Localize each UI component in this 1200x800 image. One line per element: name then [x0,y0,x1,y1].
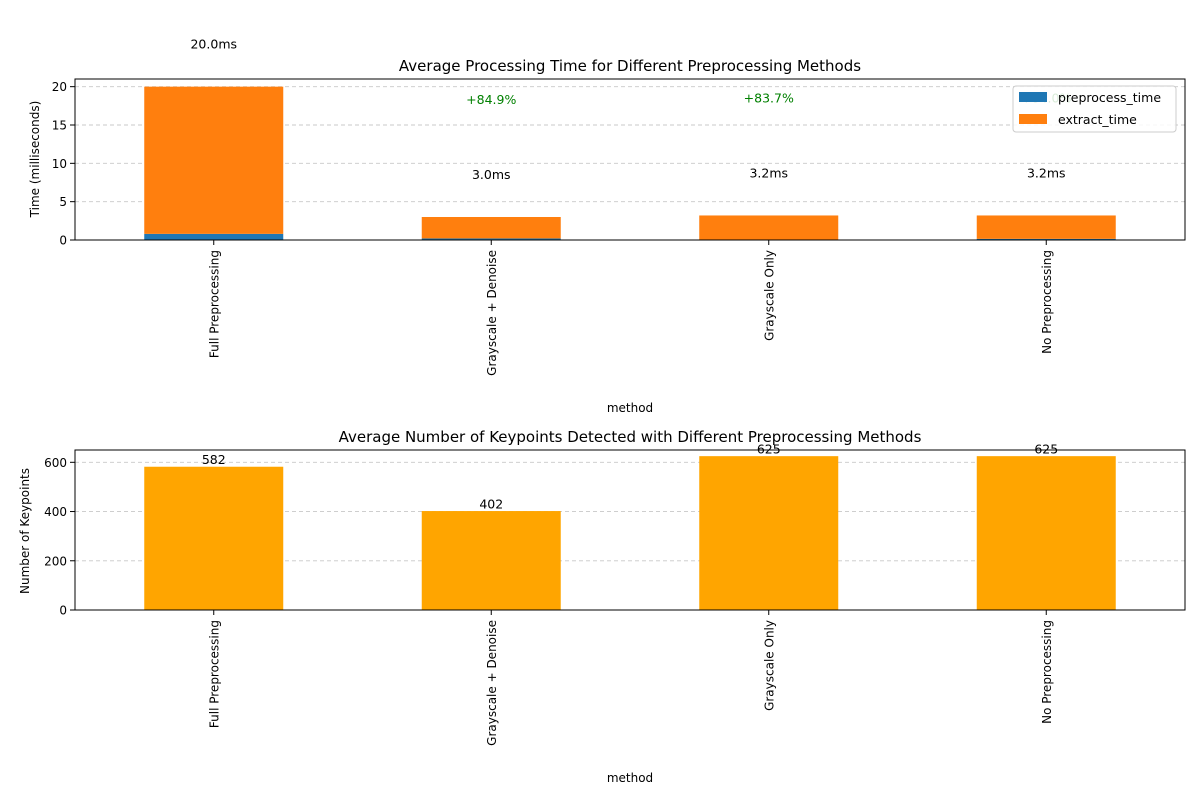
extract-bar-full-preprocessing [144,86,284,234]
improvement-label-grayscale-denoise: +84.9% [466,92,516,107]
chart2-xtick-label-grayscale-only: Grayscale Only [762,620,776,711]
chart2-ytick-label: 600 [44,456,67,470]
chart2-title: Average Number of Keypoints Detected wit… [339,428,922,446]
legend-label-extract: extract_time [1058,112,1137,127]
keypoints-bar-full-preprocessing [144,466,284,610]
chart1-axes: 0 5 10 15 20 Full Preprocessing Grayscale + De… [52,78,1186,376]
chart1-ytick-label: 10 [52,157,67,171]
processing-time-chart: Average Processing Time for Different Pr… [28,37,1186,415]
chart1-xtick-label-grayscale-only: Grayscale Only [762,250,776,341]
chart2-ytick-label: 0 [59,604,67,618]
keypoints-value-label-full-preprocessing: 582 [202,452,226,467]
keypoints-value-label-grayscale-denoise: 402 [479,497,503,512]
total-time-label-full-preprocessing: 20.0ms [190,37,237,52]
chart1-legend: preprocess_time extract_time [1012,85,1177,133]
chart1-bars [144,86,1116,240]
chart1-ytick-label: 0 [59,234,67,248]
chart1-plot-frame [74,78,1186,241]
chart2-xtick-label-grayscale-denoise: Grayscale + Denoise [485,620,499,746]
keypoints-bar-grayscale-only [699,456,839,610]
keypoints-bar-grayscale-denoise [421,511,561,610]
chart1-ytick-label: 15 [52,119,67,133]
chart1-xtick-label-no-preprocessing: No Preprocessing [1040,250,1054,354]
chart2-ylabel: Number of Keypoints [18,468,32,594]
chart2-xtick-label-no-preprocessing: No Preprocessing [1040,620,1054,724]
keypoints-bar-no-preprocessing [976,456,1116,610]
chart2-plot-frame [74,449,1186,611]
chart2-ytick-label: 400 [44,505,67,519]
improvement-label-grayscale-only: +83.7% [744,90,794,105]
total-time-label-grayscale-only: 3.2ms [749,165,788,180]
chart1-xtick-label-grayscale-denoise: Grayscale + Denoise [485,250,499,376]
chart1-ytick-label: 5 [59,195,67,209]
extract-bar-grayscale-denoise [421,217,561,239]
legend-label-preprocess: preprocess_time [1058,90,1161,105]
extract-bar-no-preprocessing [976,215,1116,239]
chart2-labels: 582 402 625 625 [202,442,1058,512]
legend-swatch-preprocess [1019,92,1047,102]
total-time-label-grayscale-denoise: 3.0ms [472,167,511,182]
preprocess-bar-grayscale-denoise [421,238,561,240]
chart1-xlabel: method [607,401,653,415]
legend-swatch-extract [1019,114,1047,124]
chart2-axes: 0 200 400 600 Full Preprocessing Grayscale + … [44,449,1186,746]
keypoints-value-label-no-preprocessing: 625 [1034,442,1058,457]
chart1-xtick-label-full-preprocessing: Full Preprocessing [207,250,221,358]
chart2-xlabel: method [607,771,653,785]
keypoints-value-label-grayscale-only: 625 [757,442,781,457]
chart1-ylabel: Time (milliseconds) [28,101,42,219]
total-time-label-no-preprocessing: 3.2ms [1027,165,1066,180]
keypoints-chart: Average Number of Keypoints Detected wit… [18,428,1186,785]
preprocess-bar-no-preprocessing [976,238,1116,240]
chart1-ytick-label: 20 [52,80,67,94]
legend-frame [1012,85,1177,133]
extract-bar-grayscale-only [699,215,839,240]
chart2-ytick-label: 200 [44,554,67,568]
chart2-xtick-label-full-preprocessing: Full Preprocessing [207,620,221,728]
preprocess-bar-full-preprocessing [144,233,284,240]
chart2-bars [144,456,1116,610]
chart1-title: Average Processing Time for Different Pr… [399,57,861,75]
